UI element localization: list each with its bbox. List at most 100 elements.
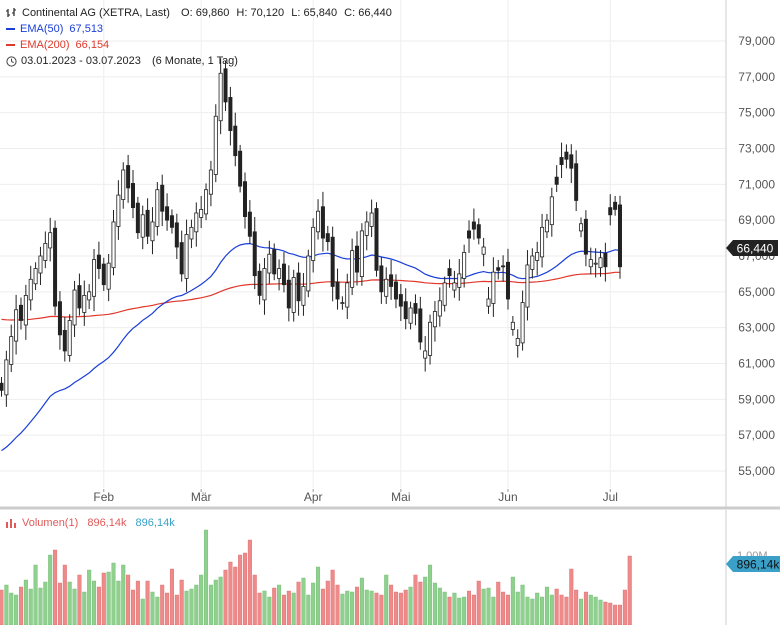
candle-body [603, 252, 608, 268]
candle-body [544, 219, 549, 233]
candle-body [218, 72, 223, 122]
volume-bar [617, 604, 622, 626]
candle-body [428, 321, 433, 356]
price-tick-label: 75,000 [738, 106, 775, 120]
volume-bar [121, 564, 126, 626]
ema200-legend[interactable]: EMA(200) 66,154 [6, 38, 109, 52]
volume-bar [267, 596, 272, 626]
candle-body [335, 281, 340, 300]
volume-legend[interactable]: Volumen(1) 896,14k 896,14k [6, 516, 175, 530]
candle-body [350, 250, 355, 288]
volume-bar [554, 588, 559, 626]
volume-bar [194, 584, 199, 626]
candle-body [467, 230, 472, 239]
candle-body [277, 268, 282, 279]
candle-body [364, 221, 369, 236]
volume-bar [364, 589, 369, 626]
last-volume-badge-shape [726, 556, 780, 572]
volume-bar [345, 590, 350, 626]
ema50-legend[interactable]: EMA(50) 67,513 [6, 22, 103, 36]
volume-bar [413, 574, 418, 626]
candle-body [57, 301, 62, 336]
volume-bar [0, 589, 4, 626]
candle-body [574, 163, 579, 201]
time-tick-label: Feb [93, 490, 114, 504]
ema50-line [1, 242, 621, 452]
volume-bar [135, 580, 140, 626]
ohlc-close-value: 66,440 [358, 7, 392, 19]
candle-body [520, 302, 525, 344]
candle-body [28, 278, 33, 301]
candle-body [471, 221, 476, 230]
candle-body [301, 286, 306, 306]
volume-bar [408, 586, 413, 626]
volume-bar [257, 592, 262, 626]
candle-body [174, 222, 179, 248]
volume-bar [48, 554, 53, 626]
volume-bar [340, 593, 345, 626]
volume-bar [291, 592, 296, 626]
volume-bar [4, 584, 9, 626]
volume-bar [77, 574, 82, 626]
volume-bar [423, 576, 428, 626]
ohlc-bars-icon [6, 8, 16, 18]
candle-body [208, 169, 213, 195]
candle-body [452, 282, 457, 291]
volume-bar [218, 576, 223, 626]
volume-bar [160, 584, 165, 626]
candle-body [408, 307, 413, 324]
candle-body [233, 125, 238, 157]
volume-bar [87, 569, 92, 626]
volume-bar [574, 589, 579, 626]
ema200-value: 66,154 [75, 39, 110, 51]
candle-body [223, 68, 228, 103]
volume-bar [608, 602, 613, 626]
volume-bar [116, 580, 121, 626]
candle-body [82, 295, 87, 313]
candle-body [369, 212, 374, 227]
candle-body [608, 207, 613, 216]
clock-icon [6, 55, 17, 67]
candle-body [613, 201, 618, 210]
candle-body [505, 261, 510, 300]
price-tick-label: 61,000 [738, 357, 775, 371]
grid-lines [0, 0, 726, 488]
volume-bar [165, 592, 170, 626]
volume-bar [355, 586, 360, 626]
candle-body [165, 206, 170, 221]
time-tick-label: Apr [304, 490, 323, 504]
volume-bar [613, 604, 618, 626]
volume-bar [540, 596, 545, 626]
price-tick-label: 55,000 [738, 464, 775, 478]
volume-bar [320, 588, 325, 626]
volume-bar [140, 598, 145, 626]
candle-body [145, 209, 150, 237]
volume-bar [213, 579, 218, 626]
volume-bar [111, 562, 116, 626]
candle-body [389, 274, 394, 287]
volume-bar [316, 566, 321, 626]
candle-body [126, 165, 131, 189]
date-range-period: (6 Monate, 1 Tag) [151, 55, 238, 67]
candle-body [379, 265, 384, 293]
ohlc-close-label: C: [344, 7, 356, 19]
volume-bar [462, 596, 467, 626]
volume-bar [350, 591, 355, 626]
volume-bar [150, 591, 155, 626]
volume-bar [130, 589, 135, 626]
candle-body [106, 262, 111, 290]
candle-body [535, 252, 540, 261]
last-price-badge: 66,440 [726, 240, 778, 256]
candle-body [194, 212, 199, 233]
candle-body [291, 277, 296, 313]
volume-bar [145, 580, 150, 626]
candle-body [87, 291, 92, 301]
candles-layer [0, 58, 622, 407]
volume-bar [92, 580, 97, 626]
candle-body [140, 214, 145, 238]
date-range-legend[interactable]: 03.01.2023 - 03.07.2023 (6 Monate, 1 Tag… [6, 54, 238, 68]
candle-body [593, 262, 598, 265]
